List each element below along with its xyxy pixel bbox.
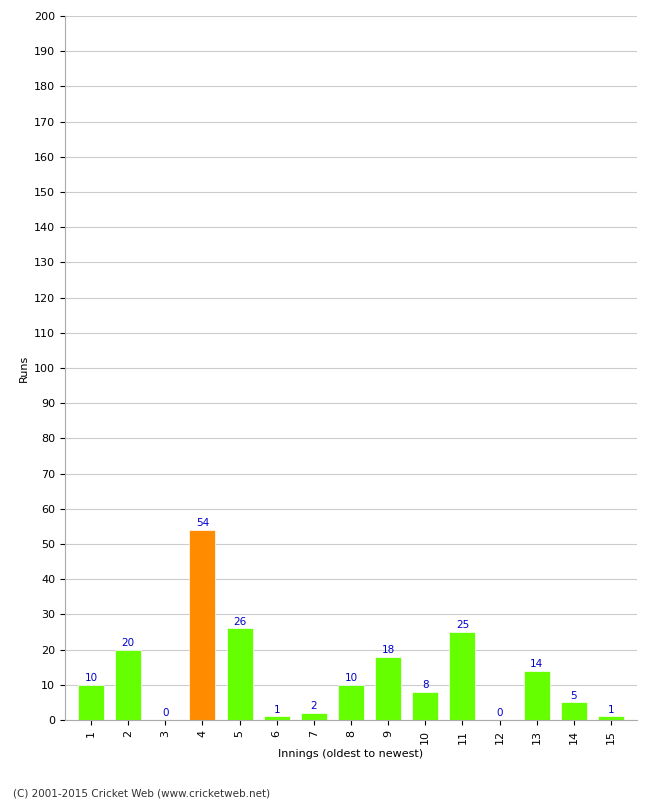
Text: 8: 8 bbox=[422, 680, 428, 690]
Text: 1: 1 bbox=[608, 705, 614, 714]
Bar bbox=[264, 717, 290, 720]
Bar bbox=[115, 650, 141, 720]
Bar bbox=[561, 702, 587, 720]
Bar bbox=[524, 670, 550, 720]
Text: 26: 26 bbox=[233, 617, 246, 626]
Text: 10: 10 bbox=[344, 673, 358, 683]
Text: 5: 5 bbox=[571, 690, 577, 701]
Bar bbox=[412, 692, 438, 720]
Text: 0: 0 bbox=[162, 708, 168, 718]
Y-axis label: Runs: Runs bbox=[19, 354, 29, 382]
Bar bbox=[375, 657, 401, 720]
Text: 54: 54 bbox=[196, 518, 209, 528]
Bar bbox=[598, 717, 624, 720]
Text: 10: 10 bbox=[84, 673, 98, 683]
Text: 18: 18 bbox=[382, 645, 395, 655]
Bar bbox=[227, 629, 253, 720]
X-axis label: Innings (oldest to newest): Innings (oldest to newest) bbox=[278, 750, 424, 759]
Bar bbox=[189, 530, 215, 720]
Text: 2: 2 bbox=[311, 701, 317, 711]
Bar bbox=[301, 713, 327, 720]
Text: 0: 0 bbox=[497, 708, 503, 718]
Text: (C) 2001-2015 Cricket Web (www.cricketweb.net): (C) 2001-2015 Cricket Web (www.cricketwe… bbox=[13, 789, 270, 798]
Text: 20: 20 bbox=[122, 638, 135, 648]
Bar bbox=[78, 685, 104, 720]
Text: 14: 14 bbox=[530, 659, 543, 669]
Text: 25: 25 bbox=[456, 620, 469, 630]
Text: 1: 1 bbox=[274, 705, 280, 714]
Bar bbox=[338, 685, 364, 720]
Bar bbox=[449, 632, 475, 720]
